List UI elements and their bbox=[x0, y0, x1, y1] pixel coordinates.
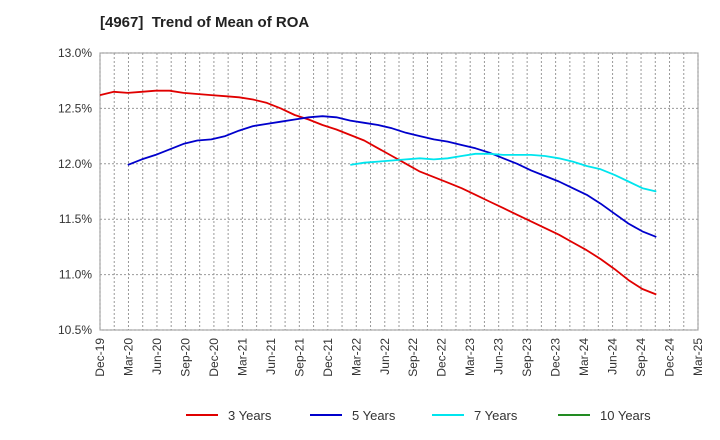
x-tick-label: Dec-22 bbox=[435, 338, 449, 377]
y-tick-label: 11.5% bbox=[59, 212, 92, 226]
legend-item: 5 Years bbox=[310, 405, 395, 425]
x-tick-label: Jun-24 bbox=[606, 338, 620, 375]
x-tick-label: Jun-22 bbox=[378, 338, 392, 375]
legend-swatch bbox=[310, 414, 342, 416]
legend-label: 10 Years bbox=[600, 407, 651, 423]
chart-title: [4967] Trend of Mean of ROA bbox=[100, 14, 310, 31]
legend-item: 7 Years bbox=[432, 405, 517, 425]
x-tick-label: Dec-20 bbox=[207, 338, 221, 377]
plot-area bbox=[99, 52, 699, 331]
legend-label: 3 Years bbox=[228, 407, 272, 423]
x-tick-label: Mar-23 bbox=[463, 338, 477, 376]
x-tick-label: Sep-22 bbox=[406, 338, 420, 377]
y-tick-label: 12.5% bbox=[58, 101, 92, 115]
x-tick-label: Jun-21 bbox=[264, 338, 278, 375]
x-tick-label: Mar-24 bbox=[577, 338, 591, 376]
legend-item: 3 Years bbox=[186, 405, 271, 425]
legend-swatch bbox=[558, 414, 590, 416]
x-tick-label: Mar-22 bbox=[349, 338, 363, 376]
legend-swatch bbox=[186, 414, 218, 416]
x-tick-label: Dec-21 bbox=[321, 338, 335, 377]
y-tick-label: 13.0% bbox=[58, 46, 92, 60]
x-tick-label: Sep-24 bbox=[634, 338, 648, 377]
x-tick-label: Dec-24 bbox=[663, 338, 677, 377]
x-tick-label: Sep-23 bbox=[520, 338, 534, 377]
x-tick-label: Mar-25 bbox=[691, 338, 705, 376]
y-tick-label: 11.0% bbox=[59, 268, 92, 282]
x-tick-label: Dec-19 bbox=[93, 338, 107, 377]
y-tick-label: 10.5% bbox=[58, 323, 92, 337]
x-tick-label: Sep-21 bbox=[292, 338, 306, 377]
legend-swatch bbox=[432, 414, 464, 416]
x-tick-label: Mar-21 bbox=[235, 338, 249, 376]
legend-label: 7 Years bbox=[474, 407, 518, 423]
x-tick-label: Jun-23 bbox=[492, 338, 506, 375]
series-line-7-years bbox=[350, 152, 657, 193]
legend-label: 5 Years bbox=[352, 407, 396, 423]
x-tick-label: Jun-20 bbox=[150, 338, 164, 375]
x-tick-label: Mar-20 bbox=[121, 338, 135, 376]
series-line-3-years bbox=[99, 89, 657, 296]
x-tick-label: Dec-23 bbox=[549, 338, 563, 377]
series-line-5-years bbox=[127, 115, 657, 238]
legend: 3 Years 5 Years 7 Years 10 Years bbox=[0, 405, 720, 425]
x-tick-label: Sep-20 bbox=[178, 338, 192, 377]
legend-item: 10 Years bbox=[558, 405, 651, 425]
y-tick-label: 12.0% bbox=[58, 157, 92, 171]
